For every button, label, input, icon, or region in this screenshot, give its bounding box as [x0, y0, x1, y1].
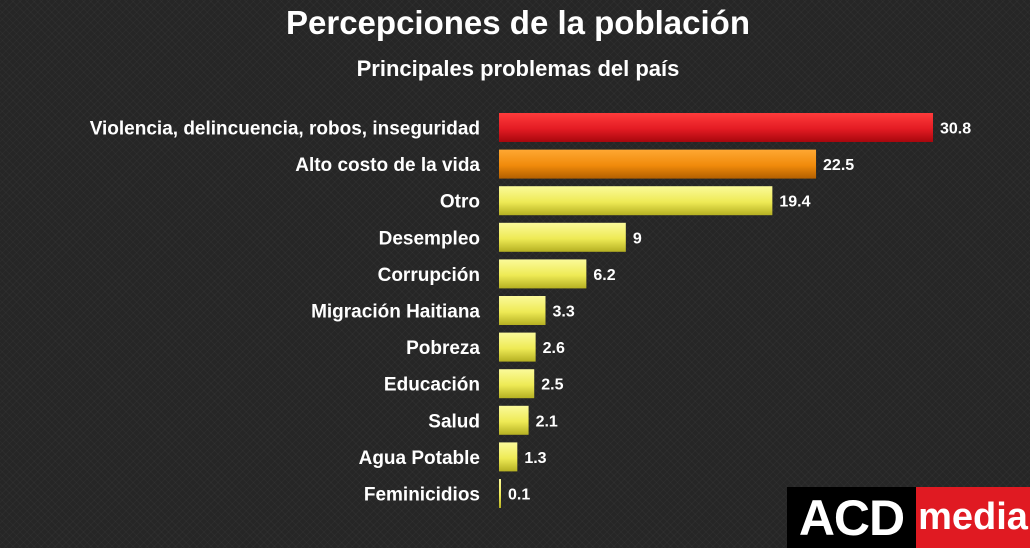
- value-label: 19.4: [779, 194, 810, 211]
- category-label: Pobreza: [406, 338, 480, 359]
- value-label: 22.5: [823, 157, 854, 174]
- bar: [499, 186, 773, 216]
- category-label: Feminicidios: [364, 485, 480, 506]
- bar: [499, 259, 587, 289]
- category-label: Educación: [384, 375, 480, 396]
- value-label: 1.3: [524, 450, 546, 467]
- bars-layer: Violencia, delincuencia, robos, inseguri…: [90, 113, 971, 508]
- value-label: 0.1: [508, 487, 530, 504]
- chart-subtitle: Principales problemas del país: [356, 56, 680, 81]
- bar: [499, 479, 501, 508]
- category-label: Migración Haitiana: [311, 302, 480, 323]
- category-label: Violencia, delincuencia, robos, inseguri…: [90, 119, 480, 140]
- bar: [499, 149, 817, 179]
- value-label: 2.6: [543, 340, 565, 357]
- logo-media-text: media: [916, 487, 1030, 548]
- category-label: Otro: [440, 192, 480, 213]
- category-label: Alto costo de la vida: [295, 155, 480, 176]
- logo-acd-text: ACD: [787, 487, 916, 548]
- bar: [499, 369, 535, 399]
- bar: [499, 296, 546, 325]
- bar: [499, 442, 518, 472]
- chart-title: Percepciones de la población: [286, 4, 750, 41]
- value-label: 30.8: [940, 121, 971, 138]
- category-label: Desempleo: [379, 228, 480, 249]
- category-label: Corrupción: [378, 265, 480, 286]
- bar: [499, 405, 529, 435]
- category-label: Salud: [428, 411, 480, 432]
- bar: [499, 332, 536, 362]
- bar: [499, 222, 626, 252]
- value-label: 3.3: [553, 304, 575, 321]
- bar: [499, 113, 933, 142]
- acd-media-logo: ACD media: [787, 487, 1030, 548]
- value-label: 9: [633, 230, 642, 247]
- value-label: 2.5: [541, 377, 563, 394]
- value-label: 2.1: [536, 413, 558, 430]
- value-label: 6.2: [593, 267, 615, 284]
- category-label: Agua Potable: [359, 448, 480, 469]
